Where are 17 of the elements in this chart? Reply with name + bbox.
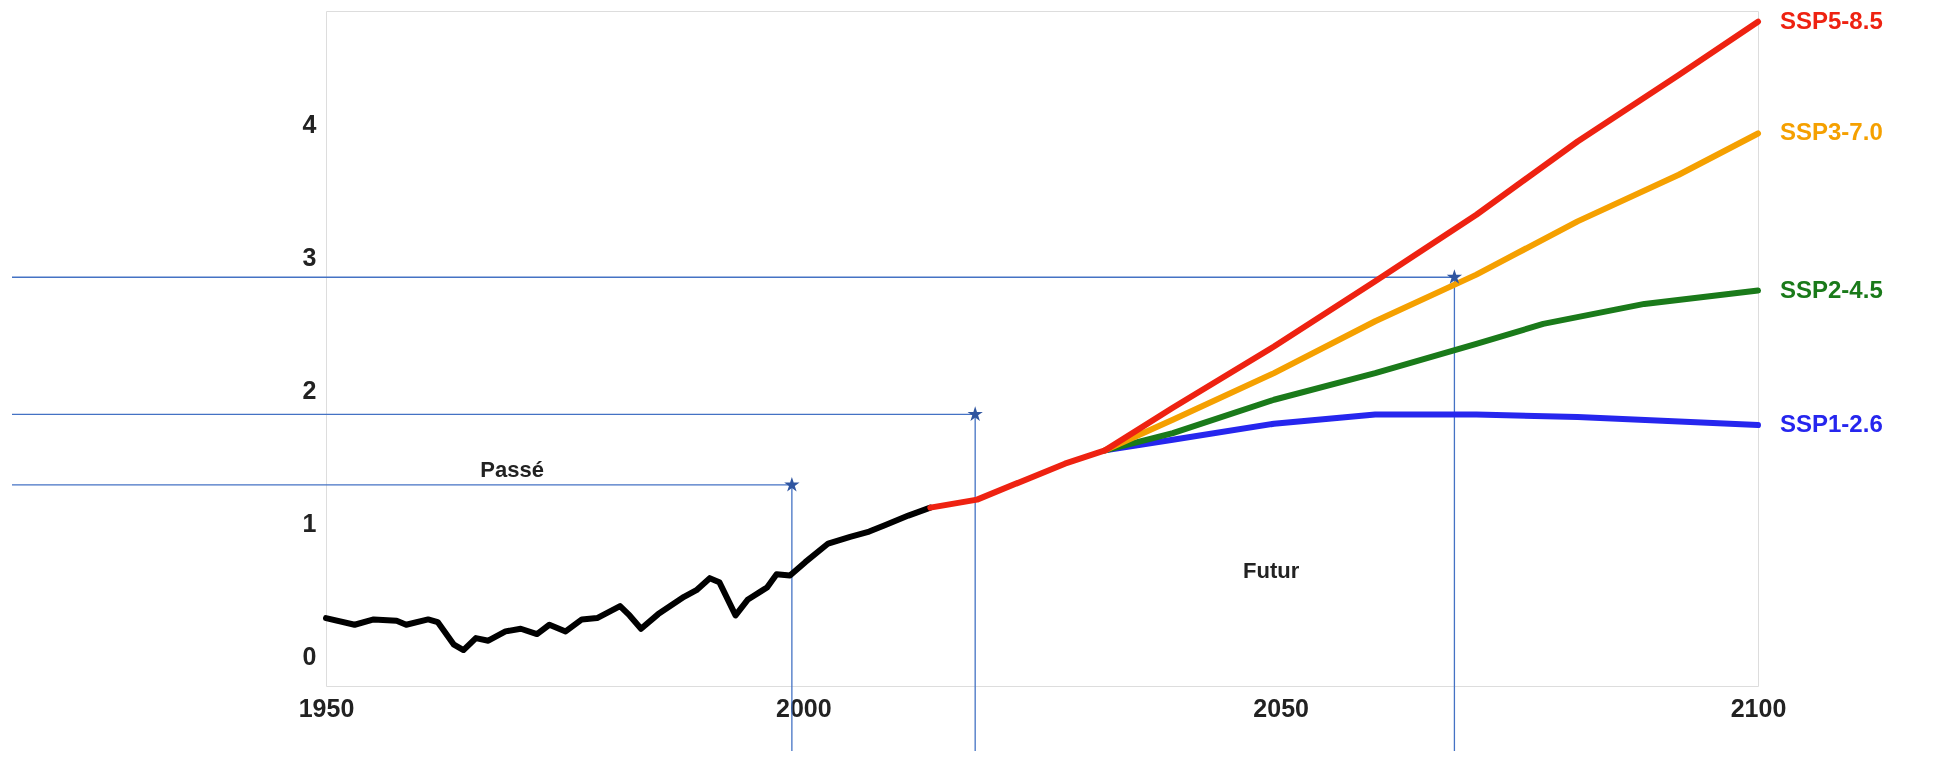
series-label: SSP1-2.6 xyxy=(1780,410,1883,438)
annotation: Passé xyxy=(480,457,544,482)
y-tick-label: 4 xyxy=(302,109,317,138)
series-label: SSP3-7.0 xyxy=(1780,118,1883,146)
y-tick-label: 0 xyxy=(302,642,317,671)
point xyxy=(967,406,983,421)
y-tick-label: 2 xyxy=(302,375,317,404)
annotation: Futur xyxy=(1243,558,1300,584)
x-tick-label: 1950 xyxy=(298,693,355,722)
series-label: SSP2-4.5 xyxy=(1780,275,1883,303)
point xyxy=(784,476,800,492)
point xyxy=(1446,269,1463,284)
series-label: SSP5-8.5 xyxy=(1780,6,1883,34)
x-tick-label: 2050 xyxy=(1253,693,1309,722)
y-tick-label: 3 xyxy=(302,242,317,271)
y-tick-label: 1 xyxy=(302,509,317,538)
x-tick-label: 2100 xyxy=(1730,693,1787,722)
